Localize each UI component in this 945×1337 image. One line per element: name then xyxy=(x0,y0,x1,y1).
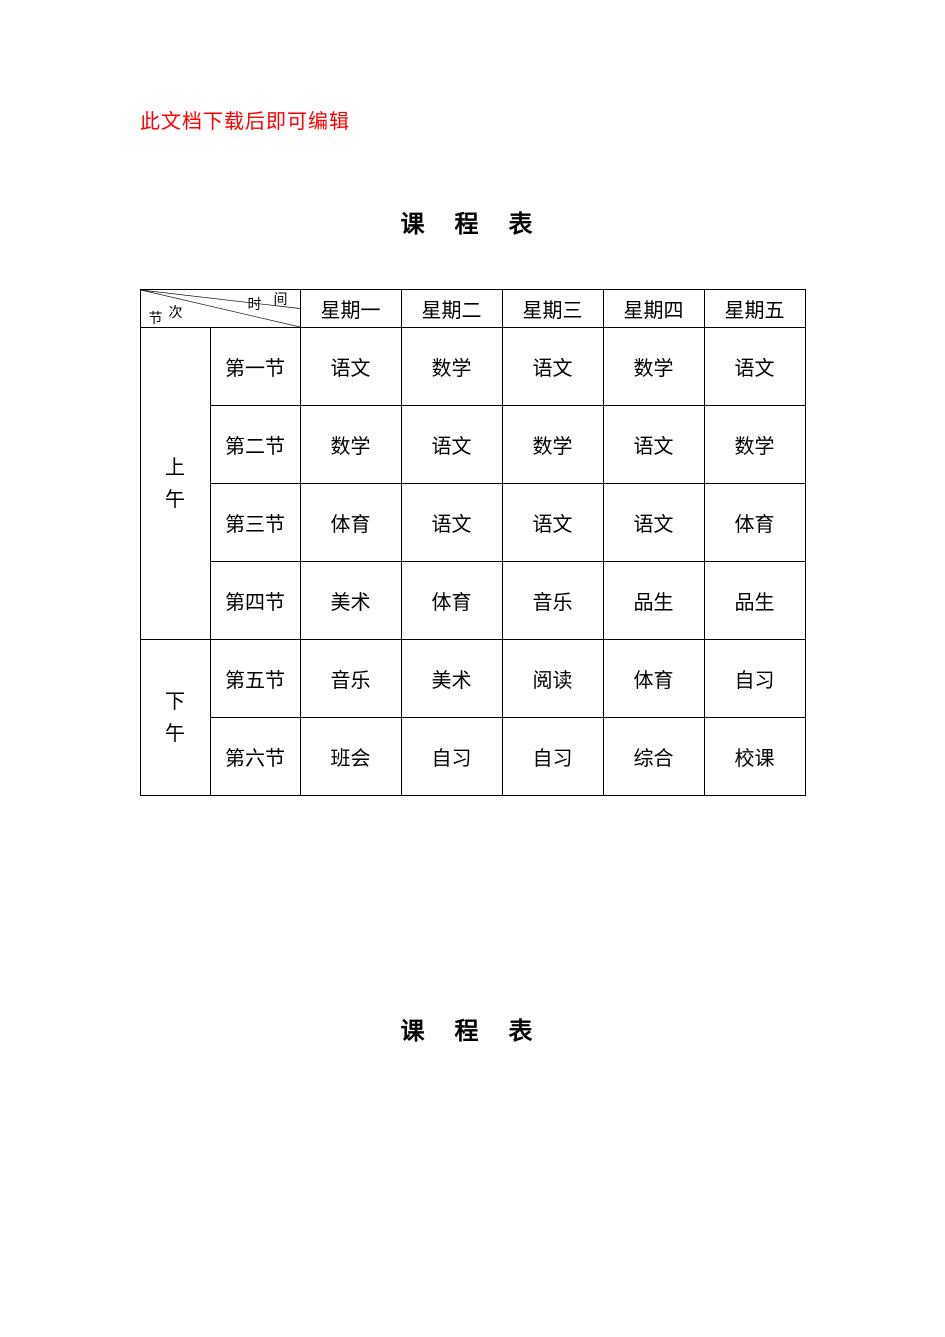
class-cell: 语文 xyxy=(603,484,704,562)
session-char: 午 xyxy=(165,489,185,511)
diagonal-header-cell: 时 间 节 次 xyxy=(140,290,300,328)
class-cell left-align: 自习 xyxy=(401,718,502,796)
editable-notice: 此文档下载后即可编辑 xyxy=(140,105,945,134)
session-char: 下 xyxy=(165,691,185,713)
class-cell: 体育 xyxy=(704,484,805,562)
class-cell: 音乐 xyxy=(300,640,401,718)
class-cell: 自习 xyxy=(502,718,603,796)
class-cell: 数学 xyxy=(502,406,603,484)
class-cell: 数学 xyxy=(603,328,704,406)
session-label-afternoon: 下 午 xyxy=(140,640,210,796)
period-label: 第六节 xyxy=(210,718,300,796)
class-cell: 阅读 xyxy=(502,640,603,718)
day-header: 星期四 xyxy=(603,290,704,328)
day-header: 星期五 xyxy=(704,290,805,328)
class-cell: 班会 xyxy=(300,718,401,796)
class-cell: 品生 xyxy=(603,562,704,640)
class-cell: 自习 xyxy=(704,640,805,718)
table-header-row: 时 间 节 次 星期一 星期二 星期三 星期四 星期五 xyxy=(140,290,805,328)
diag-label-bottom-b: 次 xyxy=(169,302,183,322)
session-label-morning: 上 午 xyxy=(140,328,210,640)
period-label: 第二节 xyxy=(210,406,300,484)
document-page: 此文档下载后即可编辑 课 程 表 时 间 节 次 星期一 星期二 星期三 星期四 xyxy=(0,0,945,1337)
table-row: 下 午 第五节 音乐 美术 阅读 体育 自习 xyxy=(140,640,805,718)
class-cell: 语文 xyxy=(704,328,805,406)
schedule-title: 课 程 表 xyxy=(0,204,945,239)
class-cell: 语文 xyxy=(502,328,603,406)
class-cell: 语文 xyxy=(401,484,502,562)
class-cell: 综合 xyxy=(603,718,704,796)
class-cell: 体育 xyxy=(603,640,704,718)
session-char: 上 xyxy=(165,457,185,479)
class-cell: 语文 xyxy=(300,328,401,406)
diag-label-bottom-a: 节 xyxy=(149,308,163,328)
class-cell: 校课 xyxy=(704,718,805,796)
class-cell: 体育 xyxy=(401,562,502,640)
class-cell: 数学 xyxy=(704,406,805,484)
day-header: 星期一 xyxy=(300,290,401,328)
period-label: 第五节 xyxy=(210,640,300,718)
table-row: 第二节 数学 语文 数学 语文 数学 xyxy=(140,406,805,484)
class-cell: 数学 xyxy=(300,406,401,484)
class-cell: 体育 xyxy=(300,484,401,562)
table-row: 第六节 班会 自习 自习 综合 校课 xyxy=(140,718,805,796)
class-cell: 美术 xyxy=(300,562,401,640)
day-header: 星期二 xyxy=(401,290,502,328)
class-cell: 语文 xyxy=(603,406,704,484)
class-schedule-table: 时 间 节 次 星期一 星期二 星期三 星期四 星期五 上 午 第一节 语文 数… xyxy=(140,289,806,796)
table-row: 上 午 第一节 语文 数学 语文 数学 语文 xyxy=(140,328,805,406)
class-cell: 美术 xyxy=(401,640,502,718)
session-char: 午 xyxy=(165,723,185,745)
class-cell: 数学 xyxy=(401,328,502,406)
class-cell: 品生 xyxy=(704,562,805,640)
diag-label-mid: 间 xyxy=(274,289,288,309)
table-row: 第三节 体育 语文 语文 语文 体育 xyxy=(140,484,805,562)
day-header: 星期三 xyxy=(502,290,603,328)
class-cell: 音乐 xyxy=(502,562,603,640)
period-label: 第四节 xyxy=(210,562,300,640)
class-cell: 语文 xyxy=(401,406,502,484)
diag-label-top: 时 xyxy=(248,294,262,314)
schedule-title-2: 课 程 表 xyxy=(0,1011,945,1046)
table-row: 第四节 美术 体育 音乐 品生 品生 xyxy=(140,562,805,640)
class-cell: 语文 xyxy=(502,484,603,562)
period-label: 第一节 xyxy=(210,328,300,406)
period-label: 第三节 xyxy=(210,484,300,562)
